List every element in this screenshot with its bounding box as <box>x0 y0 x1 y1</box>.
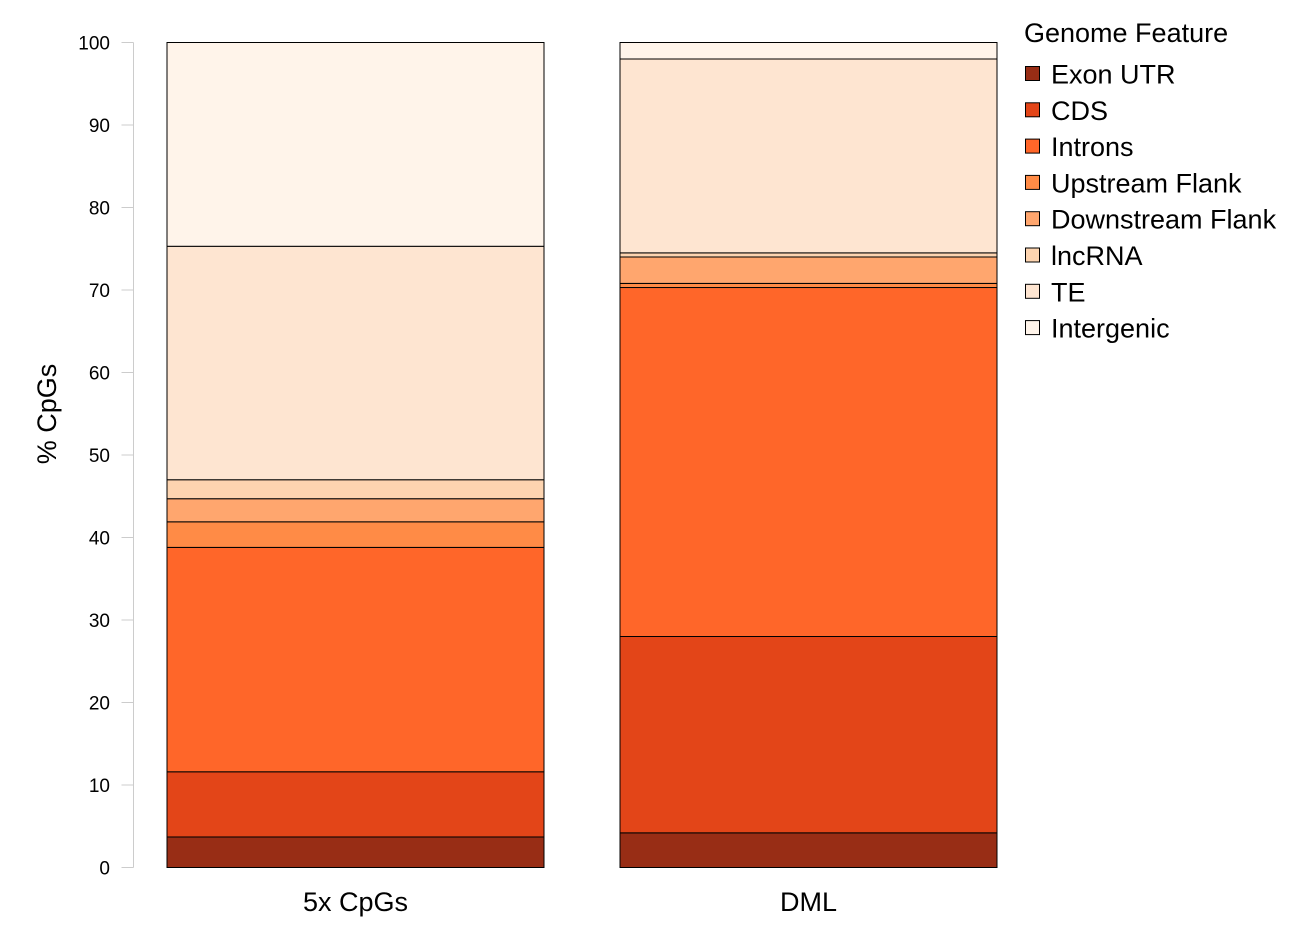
bar-segment-downstream-flank <box>166 498 545 523</box>
y-tick-label: 20 <box>89 694 110 715</box>
y-tick-label: 100 <box>78 34 110 55</box>
bar-segment-exon-utr <box>166 836 545 868</box>
legend-swatch <box>1025 320 1040 336</box>
legend-swatch <box>1025 138 1040 154</box>
legend: Genome Feature Exon UTR CDS Introns Upstrea… <box>1024 18 1277 344</box>
bar-segment-upstream-flank <box>619 282 998 289</box>
x-axis-labels: 5x CpGs DML <box>303 887 837 917</box>
legend-label: Introns <box>1051 132 1134 162</box>
y-tick-label: 80 <box>89 199 110 220</box>
legend-swatch <box>1025 283 1040 299</box>
bar-segment-cds <box>166 771 545 838</box>
legend-items: Exon UTR CDS Introns Upstream Flank Downstre… <box>1025 60 1277 344</box>
legend-label: TE <box>1051 277 1086 307</box>
bar-segment-upstream-flank <box>166 521 545 548</box>
bar-segment-lncrna <box>166 479 545 500</box>
bar-segment-intergenic <box>619 42 998 60</box>
legend-label: CDS <box>1051 96 1108 126</box>
bar-segment-te <box>619 58 998 254</box>
y-tick-label: 40 <box>89 529 110 550</box>
legend-label: Intergenic <box>1051 314 1170 344</box>
bar-segment-introns <box>619 287 998 637</box>
y-axis: 0 10 20 30 40 50 60 70 80 90 100 <box>78 34 134 880</box>
y-axis-title: % CpGs <box>32 364 62 465</box>
bar-segment-te <box>166 245 545 481</box>
legend-swatch <box>1025 66 1040 81</box>
bar-segment-lncrna <box>619 252 998 258</box>
bar-segment-intergenic <box>166 42 545 247</box>
y-tick-label: 0 <box>99 859 110 880</box>
bar-segment-introns <box>166 546 545 773</box>
legend-swatch <box>1025 102 1040 118</box>
legend-swatch <box>1025 211 1040 227</box>
y-tick-label: 50 <box>89 446 110 467</box>
bar-segment-downstream-flank <box>619 256 998 284</box>
legend-title: Genome Feature <box>1024 18 1228 48</box>
x-tick-label: 5x CpGs <box>303 887 408 917</box>
bar-segment-exon-utr <box>619 832 998 868</box>
x-tick-label: DML <box>780 887 837 917</box>
y-tick-label: 60 <box>89 364 110 385</box>
legend-label: Exon UTR <box>1051 60 1176 90</box>
legend-swatch <box>1025 247 1040 263</box>
y-tick-label: 90 <box>89 116 110 137</box>
bars <box>166 42 998 868</box>
y-tick-label: 70 <box>89 281 110 302</box>
legend-label: Upstream Flank <box>1051 168 1242 198</box>
y-tick-label: 10 <box>89 776 110 797</box>
y-tick-label: 30 <box>89 611 110 632</box>
legend-label: Downstream Flank <box>1051 205 1277 235</box>
legend-label: lncRNA <box>1051 241 1143 271</box>
bar-segment-cds <box>619 636 998 834</box>
legend-swatch <box>1025 174 1040 190</box>
